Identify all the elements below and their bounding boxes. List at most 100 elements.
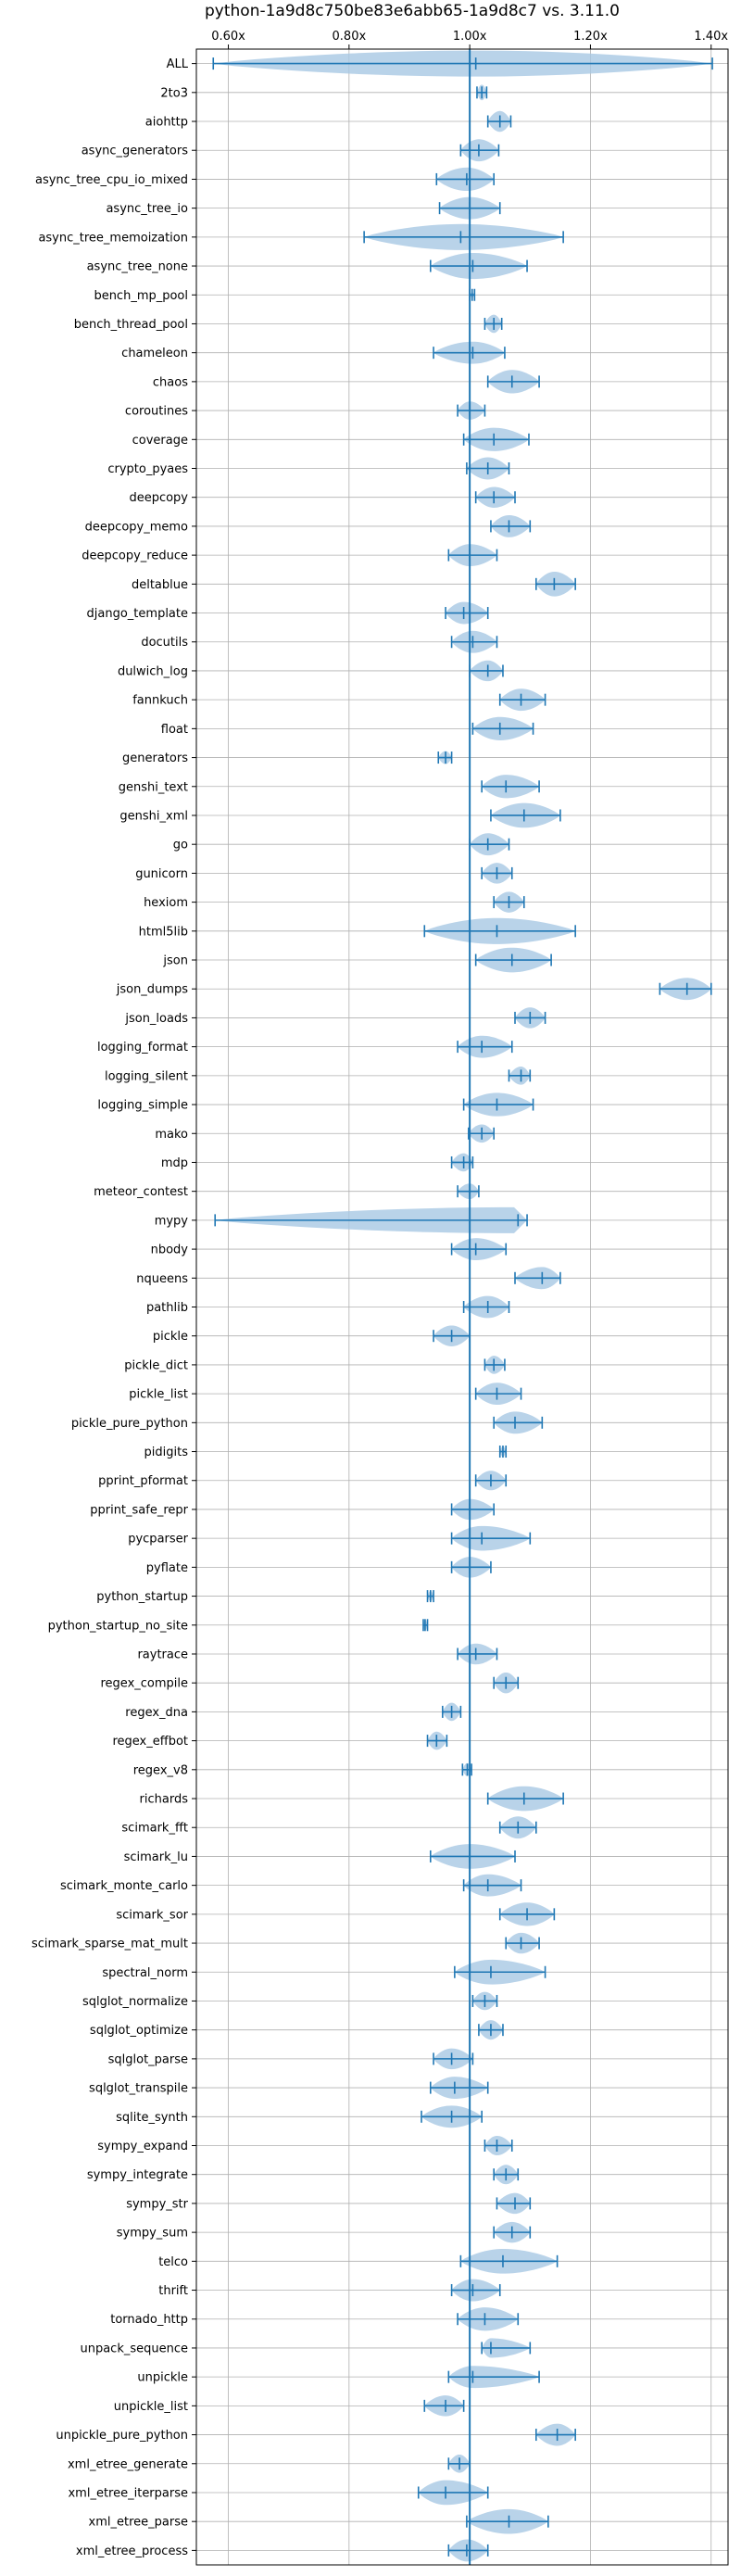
violin-unpack_sequence (481, 2338, 532, 2358)
benchmark-label: sqlite_synth (116, 2111, 188, 2125)
benchmark-label: sympy_sum (117, 2227, 188, 2241)
violin-nqueens (514, 1267, 561, 1290)
benchmark-label: async_tree_memoization (38, 231, 188, 245)
benchmark-label: crypto_pyaes (107, 462, 188, 476)
benchmark-label: richards (140, 1793, 189, 1807)
benchmark-label: bench_mp_pool (94, 289, 188, 303)
violin-unpickle_list (423, 2395, 465, 2417)
plot-frame (195, 48, 729, 2566)
benchmark-label: logging_silent (105, 1069, 188, 1083)
benchmark-label: pyflate (146, 1561, 188, 1575)
violin-deepcopy_reduce (447, 544, 498, 567)
benchmark-label: python_startup_no_site (48, 1619, 188, 1633)
benchmark-label: async_tree_cpu_io_mixed (35, 173, 188, 187)
violin-python_startup_no_site (422, 1619, 429, 1632)
violin-mdp (450, 1153, 474, 1172)
y-axis: ALL 2to3 aiohttp async_generators async_tree… (31, 57, 196, 2558)
benchmark-label: mdp (161, 1156, 188, 1170)
violin-pickle_list (474, 1383, 522, 1406)
violin-json (474, 947, 552, 973)
violin-raytrace (457, 1643, 498, 1665)
violin-scimark_sparse_mat_mult (505, 1932, 540, 1954)
violin-regex_compile (493, 1672, 520, 1694)
benchmark-label: meteor_contest (94, 1185, 188, 1199)
benchmark-label: scimark_lu (124, 1850, 188, 1864)
violin-thrift (450, 2279, 501, 2302)
violin-pickle_dict (484, 1356, 506, 1374)
benchmark-label: coroutines (125, 405, 188, 419)
benchmark-label: 2to3 (160, 86, 188, 100)
benchmark-label: django_template (87, 607, 188, 621)
benchmark-label: xml_etree_process (76, 2544, 188, 2558)
benchmark-label: scimark_fft (121, 1822, 188, 1836)
violin-pathlib (462, 1295, 510, 1319)
benchmark-label: unpack_sequence (80, 2342, 188, 2355)
violin-sympy_integrate (493, 2165, 520, 2185)
violin-mako (468, 1124, 496, 1143)
violin-sympy_str (496, 2192, 532, 2215)
violin-float (471, 716, 534, 740)
violin-sqlglot_transpile (429, 2077, 489, 2100)
benchmark-label: telco (158, 2255, 188, 2269)
benchmark-label: async_generators (82, 145, 189, 158)
benchmark-label: raytrace (137, 1648, 188, 1661)
grid (196, 49, 728, 2565)
benchmark-label: regex_compile (100, 1677, 188, 1691)
benchmark-label: regex_effbot (112, 1735, 188, 1749)
benchmark-label: json_dumps (116, 983, 188, 997)
benchmark-label: unpickle_pure_python (56, 2429, 188, 2443)
benchmark-label: logging_format (97, 1041, 188, 1054)
benchmark-label: logging_simple (97, 1099, 188, 1113)
violin-unpickle (447, 2366, 540, 2389)
violins (212, 50, 713, 2562)
benchmark-label: regex_v8 (133, 1763, 188, 1777)
x-tick-label: 0.60x (211, 30, 245, 44)
violin-pprint_pformat (474, 1471, 508, 1491)
violin-sqlglot_optimize (478, 2020, 504, 2040)
benchmark-label: generators (122, 751, 188, 765)
violin-generators (437, 751, 453, 764)
benchmark-label: unpickle_list (114, 2400, 188, 2414)
benchmark-label: deepcopy_reduce (82, 549, 188, 563)
violin-async_tree_memoization (363, 223, 564, 250)
violin-sqlite_synth (421, 2105, 483, 2128)
violin-aiohttp (486, 110, 512, 133)
violin-regex_dna (442, 1702, 462, 1722)
benchmark-label: chameleon (121, 347, 188, 360)
violin-pyflate (450, 1557, 492, 1578)
benchmark-label: python_startup (96, 1590, 188, 1604)
benchmark-label: genshi_text (119, 780, 188, 794)
violin-coverage (462, 427, 530, 451)
violin-python_startup (426, 1590, 434, 1603)
violin-coroutines (457, 401, 486, 420)
violin-sympy_expand (484, 2135, 513, 2156)
benchmark-label: bench_thread_pool (74, 318, 188, 332)
benchmark-label: deltablue (132, 578, 188, 592)
violin-scimark_sor (498, 1902, 556, 1926)
x-tick-label: 1.20x (573, 30, 608, 44)
benchmark-label: gunicorn (135, 867, 188, 881)
violin-pprint_safe_repr (450, 1498, 496, 1521)
benchmark-label: unpickle (137, 2371, 188, 2385)
violin-scimark_lu (429, 1844, 516, 1869)
violin-fannkuch (498, 688, 546, 712)
benchmark-label: sympy_integrate (87, 2168, 188, 2182)
violin-django_template (445, 601, 489, 625)
benchmark-label: html5lib (139, 925, 188, 939)
benchmark-label: pprint_safe_repr (90, 1503, 188, 1517)
benchmark-label: pathlib (146, 1301, 188, 1315)
benchmark-label: docutils (141, 636, 188, 650)
benchmark-label: nqueens (136, 1272, 188, 1286)
violin-hexiom (493, 891, 525, 913)
violin-pidigits (498, 1446, 508, 1458)
violin-crypto_pyaes (466, 457, 510, 480)
benchmark-label: regex_dna (125, 1706, 188, 1720)
benchmark-label: sqlglot_parse (108, 2052, 188, 2066)
violin-html5lib (423, 917, 576, 944)
violin-sqlglot_normalize (471, 1991, 498, 2011)
violin-nbody (450, 1238, 508, 1261)
violin-json_loads (514, 1007, 546, 1029)
benchmark-label: pprint_pformat (98, 1474, 188, 1488)
benchmark-label: tornado_http (110, 2313, 188, 2327)
violin-genshi_text (481, 775, 540, 799)
